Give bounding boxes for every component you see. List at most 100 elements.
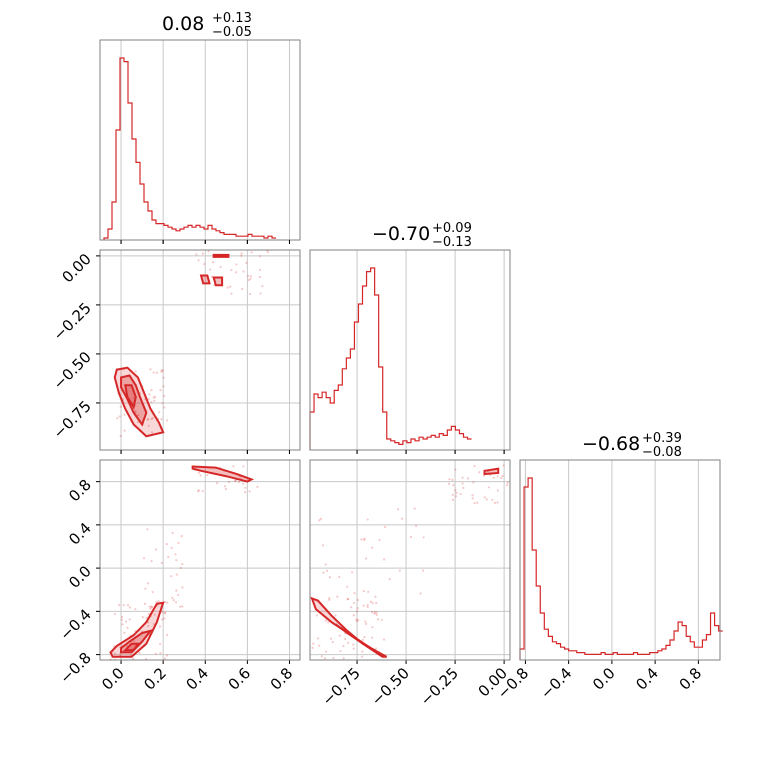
- scatter-point: [166, 601, 169, 604]
- contour-level: [212, 276, 224, 287]
- scatter-point: [123, 429, 126, 432]
- scatter-point: [150, 389, 153, 392]
- scatter-point: [234, 479, 237, 482]
- title-upper-error: +0.13: [212, 11, 252, 26]
- scatter-point: [259, 292, 262, 295]
- scatter-point: [491, 498, 494, 502]
- scatter-point: [422, 569, 425, 572]
- scatter-point: [371, 601, 374, 604]
- scatter-point: [266, 250, 269, 254]
- scatter-point: [342, 657, 345, 660]
- scatter-point: [224, 485, 227, 488]
- scatter-point: [315, 614, 319, 617]
- x-tick-label: 0.0: [98, 664, 128, 694]
- scatter-point: [138, 651, 141, 654]
- scatter-point: [321, 544, 325, 547]
- scatter-point: [371, 546, 374, 549]
- x-tick-label: 0.8: [676, 664, 706, 694]
- scatter-point: [137, 413, 140, 416]
- scatter-point: [148, 393, 151, 396]
- y-tick-label: −0.8: [56, 649, 94, 687]
- title-lower-error: −0.08: [642, 445, 682, 460]
- scatter-point: [363, 538, 366, 542]
- scatter-point: [329, 637, 333, 640]
- scatter-point: [235, 271, 238, 274]
- scatter-point: [128, 618, 131, 621]
- scatter-point: [123, 631, 126, 634]
- scatter-point: [152, 371, 155, 374]
- scatter-point: [147, 624, 150, 628]
- scatter-point: [199, 474, 202, 477]
- scatter-point: [209, 268, 212, 271]
- scatter-point: [339, 650, 342, 653]
- scatter-point: [382, 638, 386, 641]
- scatter-point: [466, 477, 470, 480]
- scatter-point: [143, 602, 147, 605]
- scatter-point: [338, 634, 341, 637]
- scatter-point: [150, 401, 153, 404]
- scatter-point: [151, 590, 154, 594]
- scatter-point: [137, 421, 140, 424]
- scatter-point: [371, 626, 374, 629]
- scatter-point: [149, 607, 152, 610]
- contour-level: [122, 642, 140, 652]
- scatter-point: [122, 603, 125, 607]
- scatter-point: [142, 557, 146, 560]
- scatter-point: [455, 491, 458, 494]
- scatter-point: [181, 586, 184, 589]
- scatter-frame-0-2: [99, 459, 301, 661]
- scatter-point: [397, 508, 400, 511]
- scatter-point: [388, 577, 391, 581]
- scatter-point: [496, 501, 499, 504]
- scatter-point: [216, 482, 219, 485]
- scatter-point: [505, 484, 509, 487]
- scatter-point: [323, 657, 327, 660]
- scatter-point: [163, 617, 166, 620]
- scatter-point: [162, 385, 165, 388]
- scatter-point: [447, 482, 451, 485]
- y-tick-label: 0.0: [65, 562, 95, 592]
- scatter-point: [151, 431, 154, 434]
- scatter-point: [150, 606, 154, 609]
- scatter-point: [383, 558, 386, 561]
- histogram-title-2: −0.68: [582, 433, 640, 455]
- contour-level: [212, 253, 230, 258]
- scatter-point: [471, 494, 474, 497]
- scatter-point: [365, 622, 368, 625]
- scatter-point: [451, 498, 455, 501]
- scatter-point: [476, 501, 479, 504]
- scatter-point: [126, 626, 129, 629]
- scatter-point: [454, 495, 458, 498]
- scatter-point: [448, 478, 451, 481]
- scatter-point: [116, 417, 119, 420]
- scatter-point: [120, 618, 124, 621]
- scatter-point: [119, 435, 122, 438]
- scatter-point: [374, 647, 378, 650]
- scatter-point: [356, 607, 359, 610]
- scatter-point: [328, 576, 331, 579]
- scatter-point: [332, 656, 335, 660]
- scatter-point: [350, 606, 353, 609]
- scatter-point: [451, 493, 454, 496]
- scatter-point: [245, 261, 248, 264]
- x-tick-label: −0.4: [537, 664, 575, 702]
- scatter-point: [331, 641, 334, 644]
- scatter-point: [113, 612, 116, 616]
- scatter-point: [473, 464, 476, 468]
- scatter-point: [320, 655, 323, 658]
- scatter-point: [500, 476, 503, 480]
- scatter-point: [493, 501, 497, 504]
- histogram-frame-0: [99, 39, 301, 241]
- scatter-point: [384, 525, 387, 529]
- scatter-point: [334, 614, 337, 617]
- scatter-point: [219, 265, 222, 269]
- scatter-point: [318, 644, 321, 647]
- scatter-point: [400, 517, 404, 520]
- scatter-point: [506, 481, 509, 484]
- contour-level: [191, 465, 255, 483]
- scatter-point: [350, 571, 354, 574]
- scatter-point: [157, 600, 160, 603]
- scatter-point: [367, 590, 370, 593]
- scatter-point: [166, 419, 169, 422]
